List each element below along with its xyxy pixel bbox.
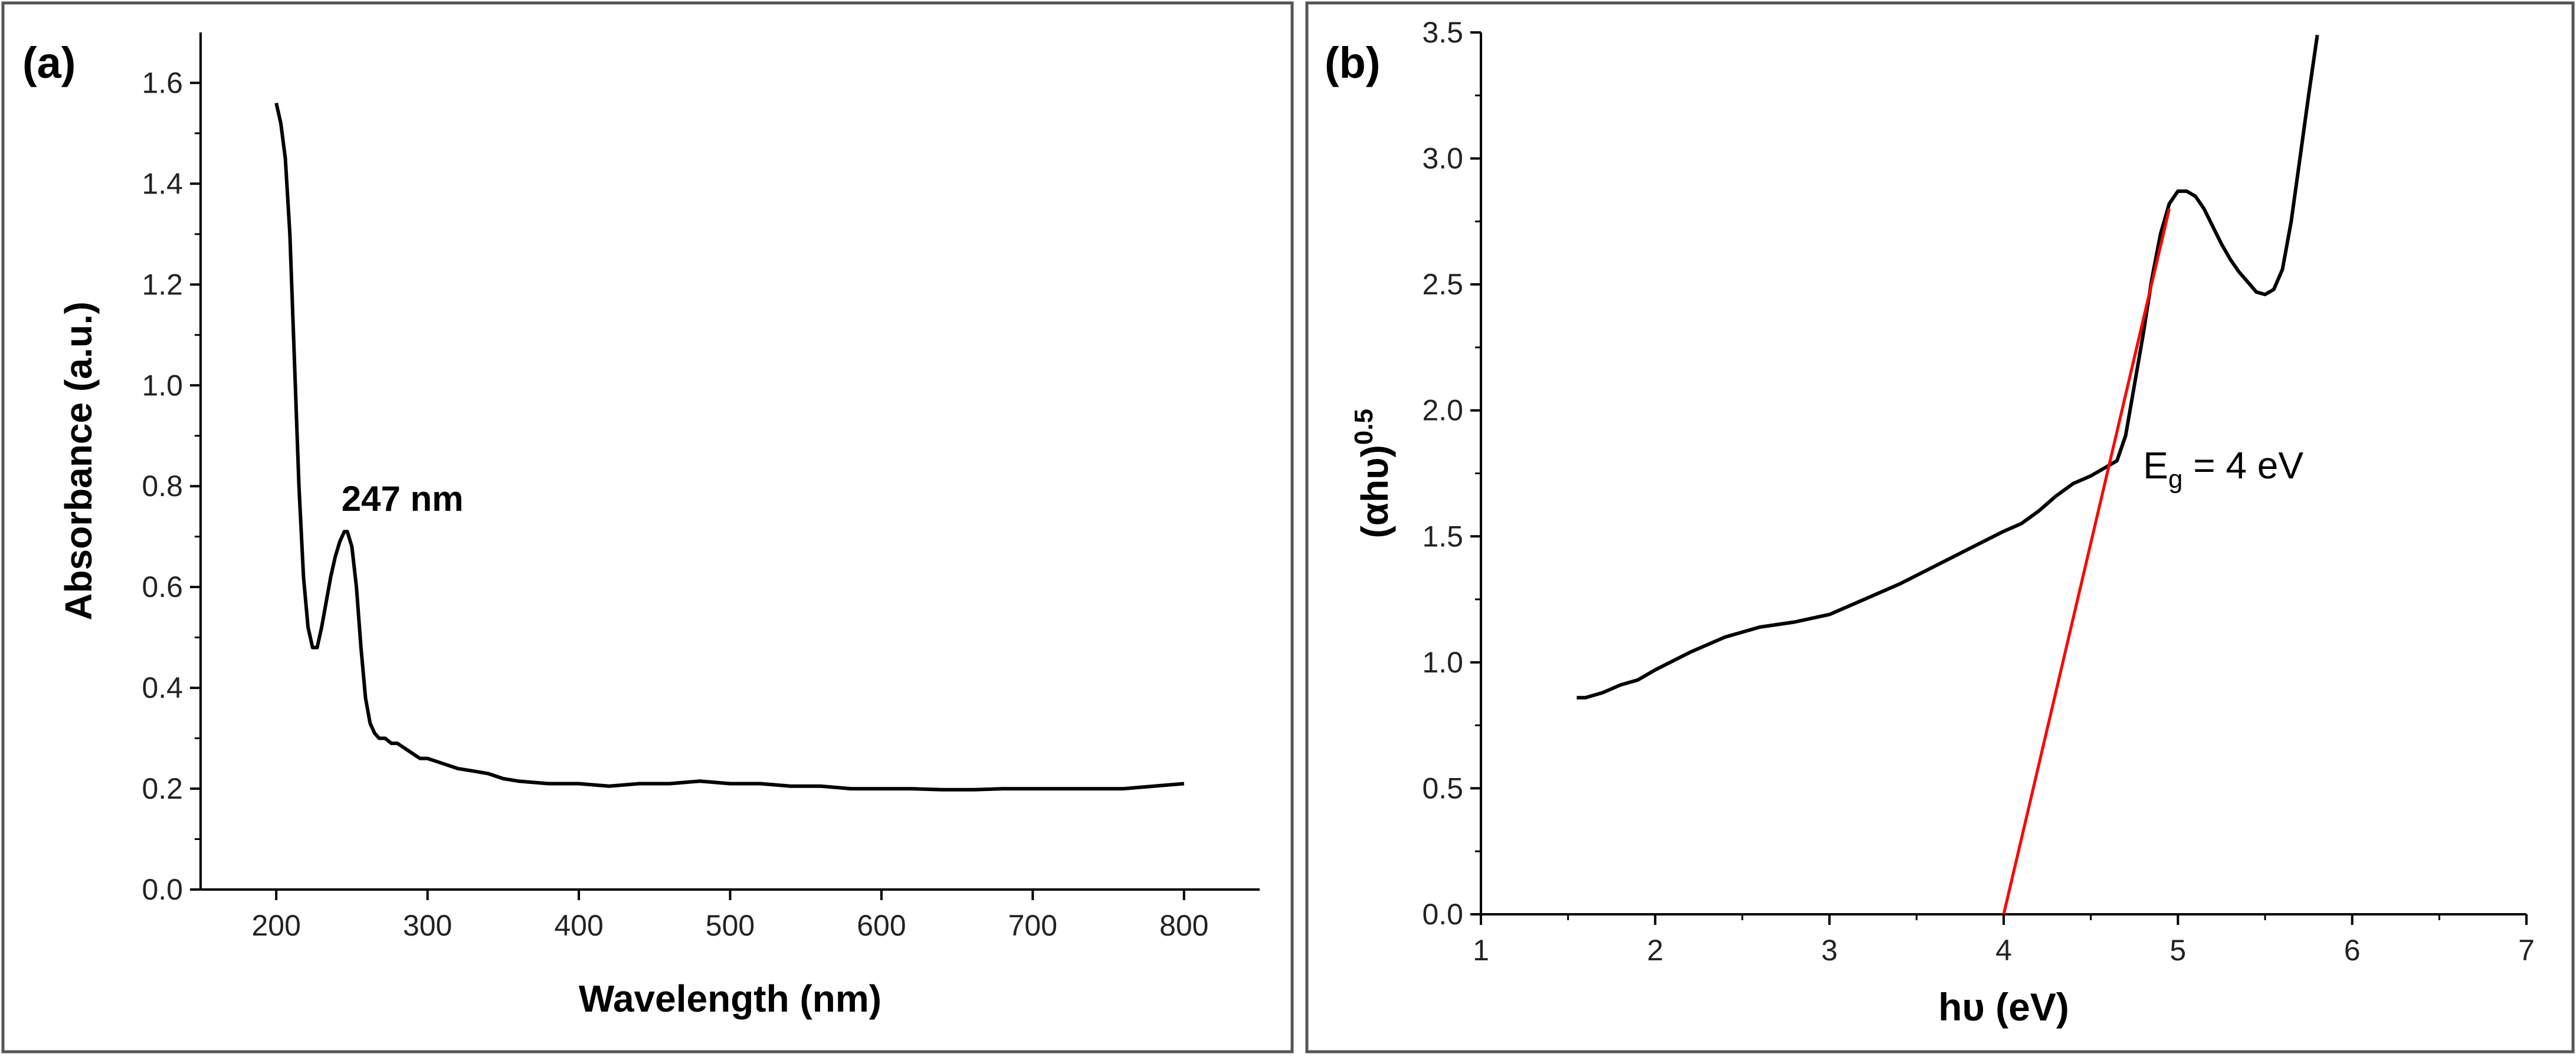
panel-a-x-tick-label: 800	[1159, 909, 1208, 942]
panel-a-y-tick-label: 0.4	[142, 671, 183, 704]
panel-b-x-tick-label: 3	[1821, 934, 1838, 967]
panel-b-y-tick-label: 3.0	[1422, 142, 1463, 175]
panel-b-y-axis-label-main: (αhυ)	[1353, 445, 1396, 538]
panel-b-y-tick-label: 1.5	[1422, 520, 1463, 553]
panel-a-axes	[199, 32, 1260, 891]
panel-a-y-tick-label: 1.6	[142, 66, 183, 99]
panel-a-y-tick-label: 1.0	[142, 369, 183, 402]
bandgap-symbol: E	[2143, 444, 2168, 487]
panel-a-y-tick-label: 0.8	[142, 470, 183, 503]
panel-a-x-tick-label: 500	[706, 909, 755, 942]
panel-b-linear-fit-line	[2002, 208, 2171, 915]
panel-a-y-tick-label: 0.0	[142, 873, 183, 906]
bandgap-subscript: g	[2168, 465, 2182, 494]
bandgap-value: = 4 eV	[2182, 444, 2303, 487]
panel-b-y-tick-label: 1.0	[1422, 646, 1463, 679]
panel-b-frame	[1305, 1, 2575, 1054]
panel-a-y-tick-label: 0.2	[142, 772, 183, 805]
panel-b-y-tick-label: 2.5	[1422, 268, 1463, 301]
panel-b-x-tick-label: 6	[2344, 934, 2361, 967]
panel-a-chart: (a) 0.0 0.2 0.4 0.6 0.8 1.0 1.2 1.4 1.6 200 300 40…	[22, 32, 1260, 1020]
panel-b-y-axis-label-exponent: 0.5	[1349, 409, 1378, 445]
panel-b-y-axis-label: (αhυ)0.5	[1349, 409, 1396, 538]
panel-b-chart: (b) 0.0 0.5 1.0 1.5 2.0 2.5 3.0 3.5 1 2 3 4 5 6 7 Eg …	[1325, 16, 2535, 1029]
panel-a-x-tick-label: 400	[554, 909, 603, 942]
panel-b-x-tick-label: 1	[1473, 934, 1489, 967]
panel-a-y-axis-label: Absorbance (a.u.)	[57, 301, 100, 621]
panel-a-x-tick-label: 300	[403, 909, 452, 942]
panel-b-x-tick-label: 2	[1647, 934, 1663, 967]
panel-b-y-tick-label: 2.0	[1422, 394, 1463, 427]
panel-b-x-axis-label: hυ (eV)	[1938, 985, 2069, 1029]
panel-a-x-tick-label: 700	[1008, 909, 1057, 942]
panel-a-peak-annotation: 247 nm	[342, 479, 464, 518]
panel-a-y-tick-label: 0.6	[142, 570, 183, 603]
panel-b-axes	[1480, 32, 2526, 915]
panel-b-x-tick-label: 4	[1995, 934, 2012, 967]
panel-b-x-tick-label: 7	[2518, 934, 2535, 967]
panel-a-x-axis-label: Wavelength (nm)	[579, 977, 881, 1020]
panel-b-x-tick-label: 5	[2169, 934, 2186, 967]
panel-b-bandgap-annotation: Eg = 4 eV	[2143, 444, 2303, 494]
panel-b-y-tick-label: 0.0	[1422, 898, 1463, 931]
panel-a-x-tick-label: 200	[251, 909, 300, 942]
panel-a-x-tick-label: 600	[857, 909, 906, 942]
panel-a-label: (a)	[22, 38, 76, 87]
panel-a-y-tick-label: 1.2	[142, 268, 183, 301]
panel-b-y-tick-label: 3.5	[1422, 16, 1463, 49]
panel-b-y-tick-label: 0.5	[1422, 772, 1463, 805]
panel-a-frame	[1, 1, 1294, 1054]
panel-b-label: (b)	[1325, 38, 1381, 87]
panel-b-tauc-curve	[1577, 34, 2319, 700]
panel-a-y-tick-label: 1.4	[142, 167, 183, 200]
panel-a-absorbance-curve	[274, 103, 1185, 792]
